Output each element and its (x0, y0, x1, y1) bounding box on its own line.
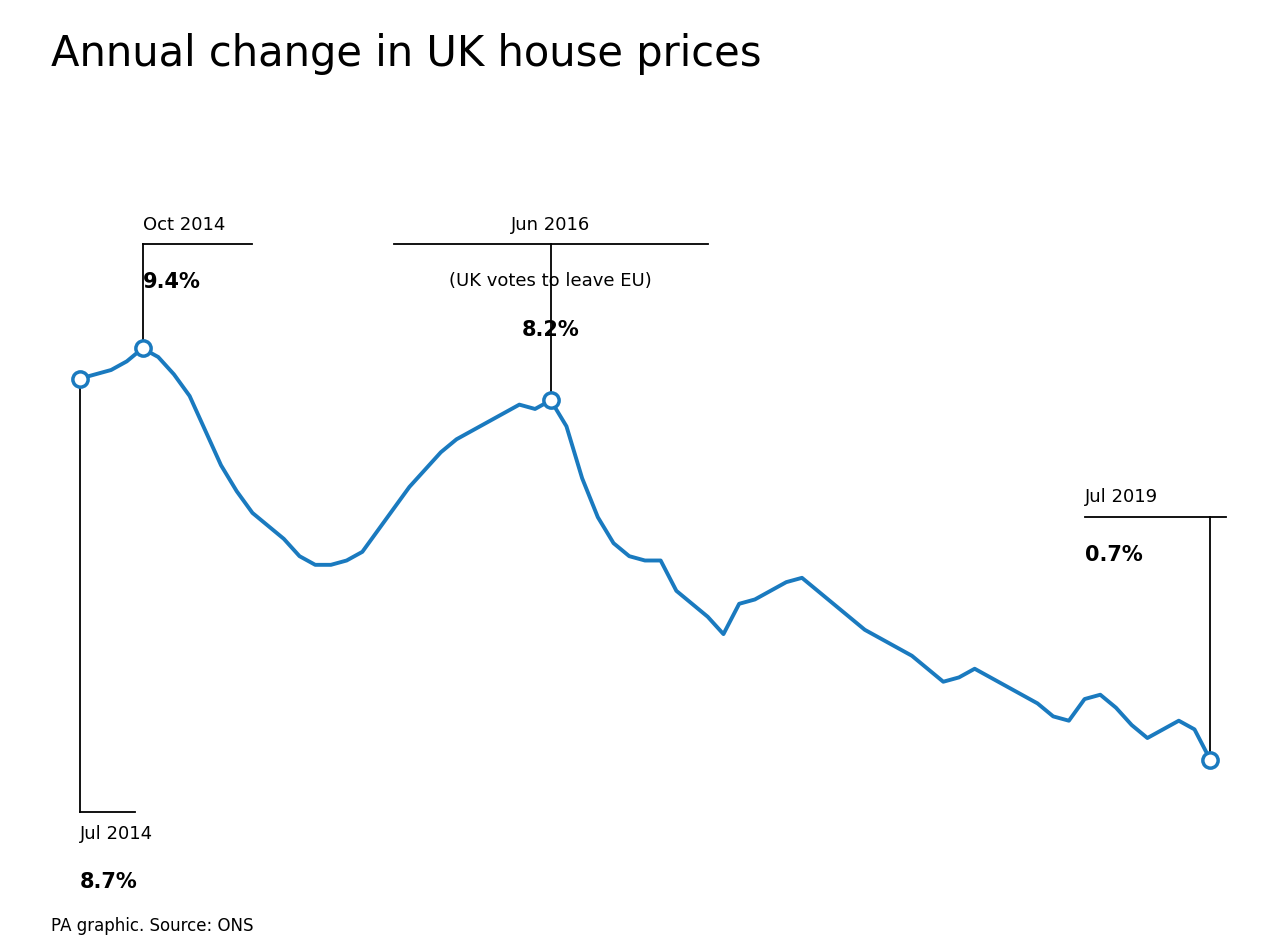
Text: Jun 2016: Jun 2016 (511, 215, 590, 233)
Text: (UK votes to leave EU): (UK votes to leave EU) (449, 272, 652, 289)
Text: PA graphic. Source: ONS: PA graphic. Source: ONS (51, 917, 253, 935)
Text: 8.2%: 8.2% (522, 320, 580, 340)
Text: 0.7%: 0.7% (1084, 545, 1142, 565)
Text: Oct 2014: Oct 2014 (142, 215, 225, 233)
Text: Annual change in UK house prices: Annual change in UK house prices (51, 33, 762, 75)
Text: Jul 2019: Jul 2019 (1084, 489, 1157, 507)
Text: 9.4%: 9.4% (142, 272, 201, 292)
Text: Jul 2014: Jul 2014 (79, 825, 152, 843)
Text: 8.7%: 8.7% (79, 872, 137, 892)
